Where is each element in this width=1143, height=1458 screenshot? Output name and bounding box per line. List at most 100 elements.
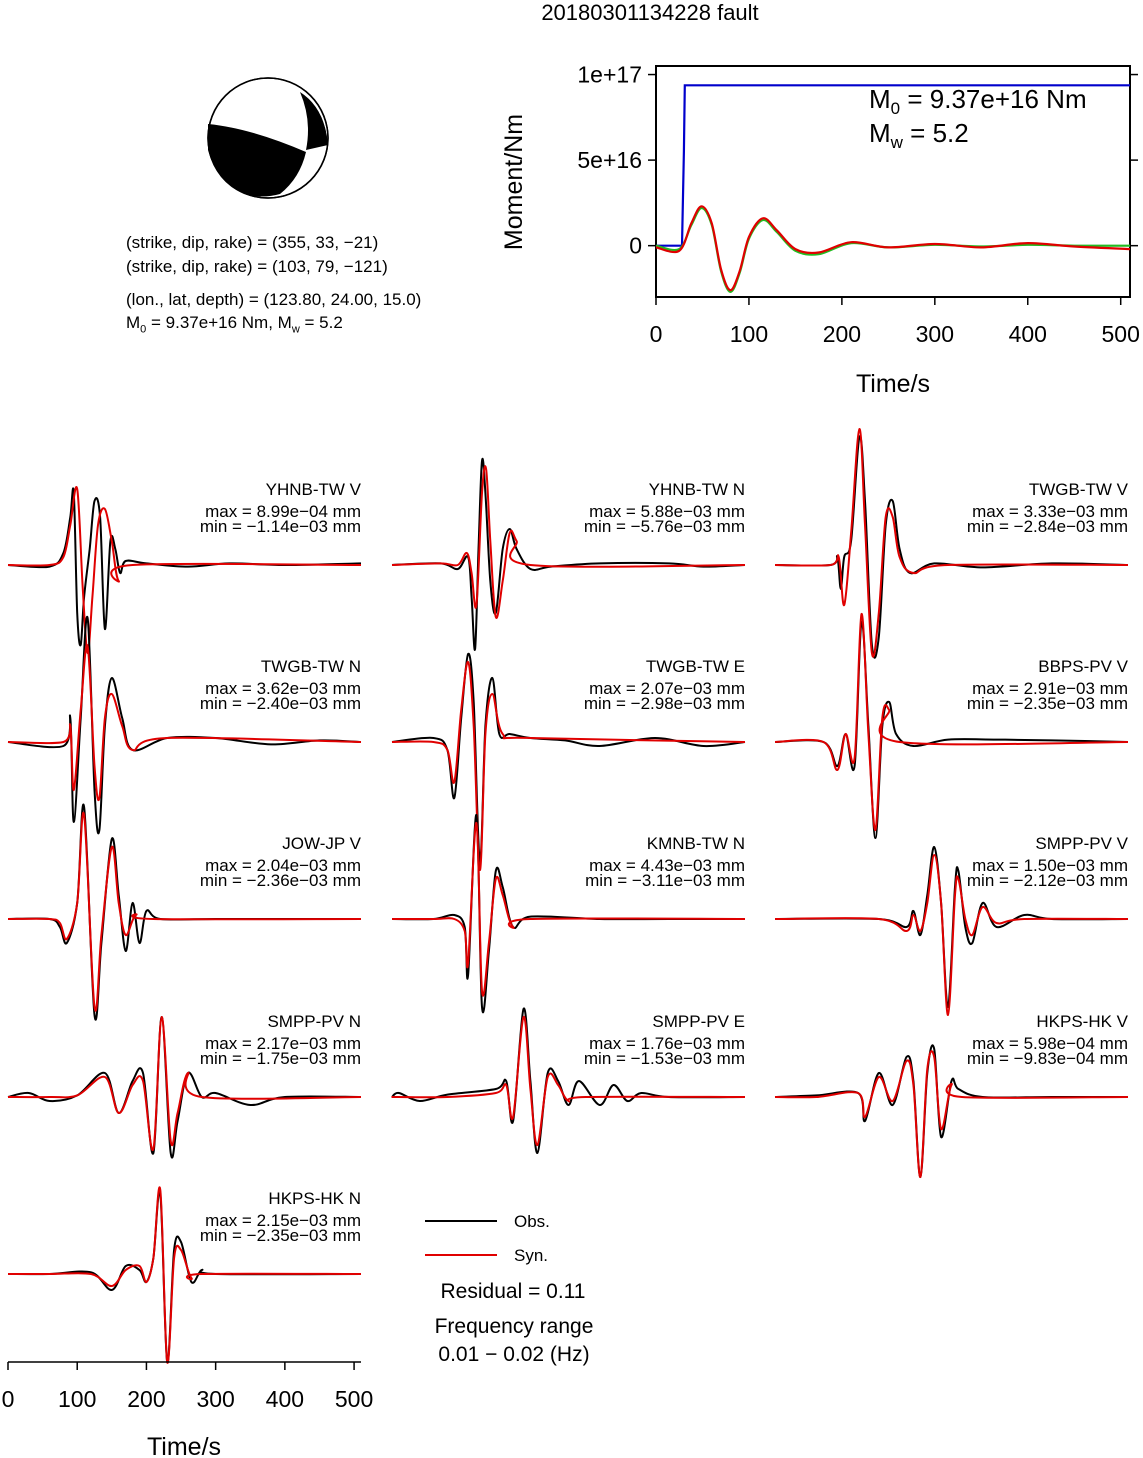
beachball-compression-quadrant-east xyxy=(300,92,328,150)
synthetic-trace xyxy=(774,1050,1129,1179)
station-min: min = −1.14e−03 mm xyxy=(200,517,361,536)
observed-trace xyxy=(7,487,362,647)
moment-x-tick-label: 400 xyxy=(1009,321,1047,347)
mechanism-location: (lon., lat, depth) = (123.80, 24.00, 15.… xyxy=(126,290,422,309)
station-min: min = −2.98e−03 mm xyxy=(584,694,745,713)
beachball-compression-quadrant xyxy=(208,124,306,197)
panel-mw-subscript: w xyxy=(890,133,903,153)
moment-x-tick-label: 500 xyxy=(1102,321,1140,347)
synthetic-trace xyxy=(7,811,362,1012)
station-max: max = 8.99e−04 mm xyxy=(205,502,361,521)
panel-mw-symbol: M xyxy=(869,118,891,148)
station-min: min = −9.83e−04 mm xyxy=(967,1049,1128,1068)
mechanism-moment: M0 = 9.37e+16 Nm, Mw = 5.2 xyxy=(126,312,343,340)
synthetic-trace xyxy=(7,486,362,655)
time-axis-tick-label: 100 xyxy=(58,1386,96,1412)
synthetic-trace xyxy=(7,643,362,801)
mechanism-plane1: (strike, dip, rake) = (355, 33, −21) xyxy=(126,233,379,252)
synthetic-trace xyxy=(7,1015,362,1151)
station-min: min = −1.53e−03 mm xyxy=(584,1049,745,1068)
time-axis-tick-label: 500 xyxy=(335,1386,373,1412)
station-name: SMPP-PV V xyxy=(1035,834,1128,853)
m0-value: = 9.37e+16 Nm, M xyxy=(146,313,292,332)
moment-x-tick-label: 0 xyxy=(650,321,663,347)
observed-trace xyxy=(774,435,1129,659)
station-max: max = 5.98e−04 mm xyxy=(972,1034,1128,1053)
moment-moment-rate-line xyxy=(655,205,1131,292)
moment-moment-rate-line xyxy=(655,206,1131,293)
station-min: min = −2.40e−03 mm xyxy=(200,694,361,713)
moment-x-tick-label: 300 xyxy=(916,321,954,347)
station-name: BBPS-PV V xyxy=(1038,657,1128,676)
station-min: min = −2.35e−03 mm xyxy=(967,694,1128,713)
station-max: max = 2.17e−03 mm xyxy=(205,1034,361,1053)
mechanism-plane2: (strike, dip, rake) = (103, 79, −121) xyxy=(126,257,388,276)
panel-m0-symbol: M xyxy=(869,84,891,114)
station-max: max = 2.04e−03 mm xyxy=(205,856,361,875)
moment-panel-m0: M0 = 9.37e+16 Nm xyxy=(869,82,1087,126)
station-min: min = −2.36e−03 mm xyxy=(200,871,361,890)
moment-y-tick-label: 0 xyxy=(629,233,642,259)
station-max: max = 4.43e−03 mm xyxy=(589,856,745,875)
moment-y-axis-label: Moment/Nm xyxy=(500,114,528,250)
moment-x-axis-label: Time/s xyxy=(856,370,930,398)
station-name: SMPP-PV N xyxy=(267,1012,361,1031)
station-max: max = 5.88e−03 mm xyxy=(589,502,745,521)
moment-cumulative-moment-line xyxy=(656,84,1130,247)
moment-axes: 0 100 200 300 400 500 0 5e+16 1e+17 xyxy=(577,62,1140,347)
station-name: TWGB-TW E xyxy=(646,657,745,676)
station-max: max = 1.76e−03 mm xyxy=(589,1034,745,1053)
station-max: max = 2.91e−03 mm xyxy=(972,679,1128,698)
station-min: min = −2.35e−03 mm xyxy=(200,1226,361,1245)
legend-frequency-label: Frequency range xyxy=(435,1315,594,1338)
waveform-x-axis-label: Time/s xyxy=(147,1433,221,1458)
synthetic-trace xyxy=(391,465,746,619)
station-min: min = −3.11e−03 mm xyxy=(585,871,745,890)
moment-y-tick-label: 1e+17 xyxy=(577,62,642,88)
station-min: min = −5.76e−03 mm xyxy=(584,517,745,536)
station-name: HKPS-HK N xyxy=(268,1189,361,1208)
m0-symbol: M xyxy=(126,313,141,332)
synthetic-trace xyxy=(391,821,746,997)
synthetic-trace xyxy=(8,1186,362,1364)
moment-plot-frame xyxy=(655,65,1131,298)
figure-title: 20180301134228 fault xyxy=(541,0,758,25)
beachball xyxy=(207,77,329,199)
station-min: min = −1.75e−03 mm xyxy=(200,1049,361,1068)
moment-series xyxy=(655,84,1131,293)
station-name: TWGB-TW V xyxy=(1029,480,1129,499)
synthetic-trace xyxy=(774,427,1129,658)
mw-value: = 5.2 xyxy=(299,313,343,332)
station-max: max = 2.15e−03 mm xyxy=(205,1211,361,1230)
synthetic-trace xyxy=(391,660,746,872)
legend-residual: Residual = 0.11 xyxy=(441,1280,586,1303)
legend-syn-label: Syn. xyxy=(514,1246,548,1265)
m0-subscript: 0 xyxy=(140,323,147,336)
station-max: max = 1.50e−03 mm xyxy=(972,856,1128,875)
station-min: min = −2.12e−03 mm xyxy=(967,871,1128,890)
synthetic-trace xyxy=(774,853,1129,1017)
station-name: YHNB-TW N xyxy=(649,480,745,499)
station-name: TWGB-TW N xyxy=(261,657,361,676)
station-max: max = 3.33e−03 mm xyxy=(972,502,1128,521)
moment-y-tick-label: 5e+16 xyxy=(577,147,642,173)
moment-panel-mw: Mw = 5.2 xyxy=(869,116,969,160)
legend-frequency-value: 0.01 − 0.02 (Hz) xyxy=(438,1343,589,1366)
time-axis-tick-label: 400 xyxy=(266,1386,304,1412)
observed-trace xyxy=(391,813,745,1014)
observed-trace xyxy=(774,620,1129,840)
legend-obs-label: Obs. xyxy=(514,1212,550,1231)
time-axis-tick-label: 200 xyxy=(127,1386,165,1412)
observed-trace xyxy=(391,1007,746,1155)
station-min: min = −2.84e−03 mm xyxy=(967,517,1128,536)
